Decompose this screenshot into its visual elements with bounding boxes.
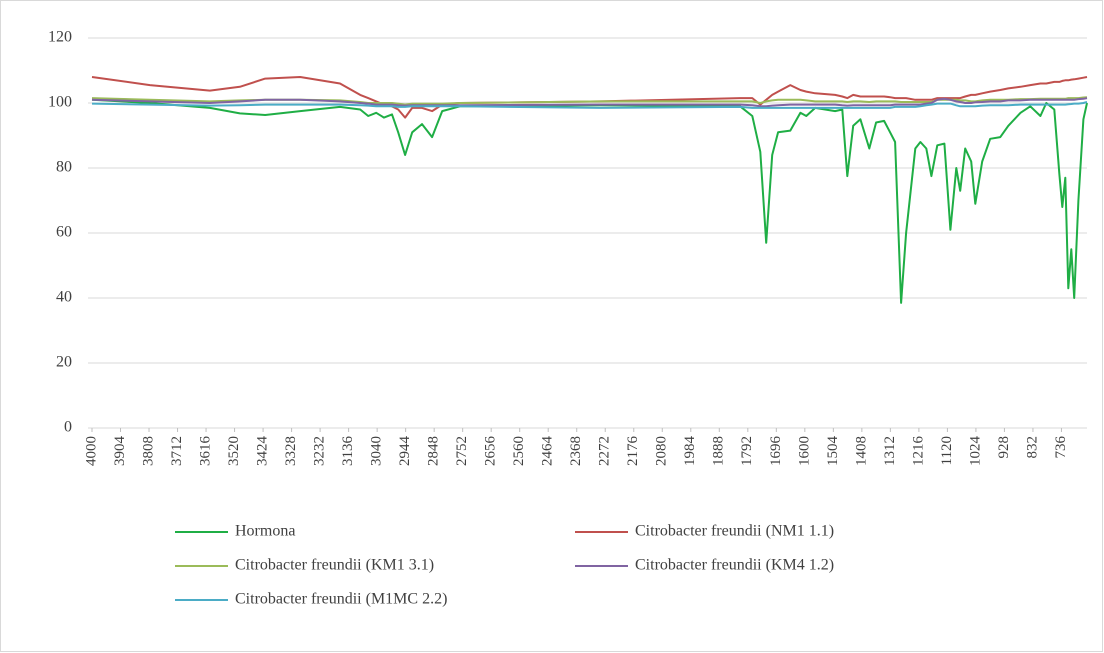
x-tick-label: 3520 bbox=[226, 436, 242, 466]
x-tick-label: 1792 bbox=[739, 436, 755, 466]
x-tick-label: 3712 bbox=[169, 436, 185, 466]
x-tick-label: 1600 bbox=[796, 436, 812, 466]
x-tick-label: 2752 bbox=[454, 436, 470, 466]
x-tick-label: 3904 bbox=[112, 436, 128, 467]
y-tick-label: 20 bbox=[56, 354, 72, 371]
x-tick-label: 3232 bbox=[312, 436, 328, 466]
x-tick-label: 1984 bbox=[682, 436, 698, 467]
legend-label: Citrobacter freundii (M1MC 2.2) bbox=[235, 591, 447, 608]
x-tick-label: 2176 bbox=[625, 436, 641, 467]
x-tick-label: 2464 bbox=[540, 436, 556, 467]
x-tick-label: 2656 bbox=[483, 436, 499, 467]
x-tick-label: 832 bbox=[1024, 436, 1040, 459]
series-line bbox=[91, 76, 1088, 119]
legend-label: Hormona bbox=[235, 523, 295, 540]
legend-label: Citrobacter freundii (KM1 3.1) bbox=[235, 557, 434, 574]
series-line bbox=[91, 101, 1088, 109]
x-tick-label: 2080 bbox=[654, 436, 670, 466]
x-tick-label: 2368 bbox=[568, 436, 584, 466]
x-tick-label: 4000 bbox=[83, 436, 99, 466]
x-tick-label: 2944 bbox=[397, 436, 413, 467]
x-tick-label: 2848 bbox=[426, 436, 442, 466]
y-tick-label: 100 bbox=[48, 94, 72, 111]
x-tick-label: 3808 bbox=[140, 436, 156, 466]
y-tick-label: 60 bbox=[56, 224, 72, 241]
y-tick-label: 80 bbox=[56, 159, 72, 176]
x-tick-label: 1024 bbox=[967, 436, 983, 467]
y-tick-label: 40 bbox=[56, 289, 72, 306]
x-tick-label: 1216 bbox=[910, 436, 926, 467]
x-tick-label: 2272 bbox=[597, 436, 613, 466]
x-tick-label: 3136 bbox=[340, 436, 356, 467]
legend-label: Citrobacter freundii (NM1 1.1) bbox=[635, 523, 834, 540]
y-tick-label: 120 bbox=[48, 29, 72, 46]
x-tick-label: 1888 bbox=[711, 436, 727, 466]
x-tick-label: 736 bbox=[1053, 436, 1069, 459]
x-tick-label: 1504 bbox=[825, 436, 841, 467]
series-line bbox=[91, 97, 1088, 108]
legend-label: Citrobacter freundii (KM4 1.2) bbox=[635, 557, 834, 574]
x-tick-label: 1120 bbox=[939, 436, 955, 465]
x-tick-label: 1696 bbox=[768, 436, 784, 467]
x-tick-label: 3616 bbox=[197, 436, 213, 467]
x-tick-label: 3328 bbox=[283, 436, 299, 466]
x-tick-label: 2560 bbox=[511, 436, 527, 466]
x-tick-label: 928 bbox=[996, 436, 1012, 459]
y-tick-label: 0 bbox=[64, 419, 72, 436]
x-tick-label: 1312 bbox=[882, 436, 898, 466]
x-tick-label: 3040 bbox=[369, 436, 385, 466]
x-tick-label: 3424 bbox=[255, 436, 271, 467]
x-tick-label: 1408 bbox=[853, 436, 869, 466]
series-line bbox=[91, 98, 1088, 304]
